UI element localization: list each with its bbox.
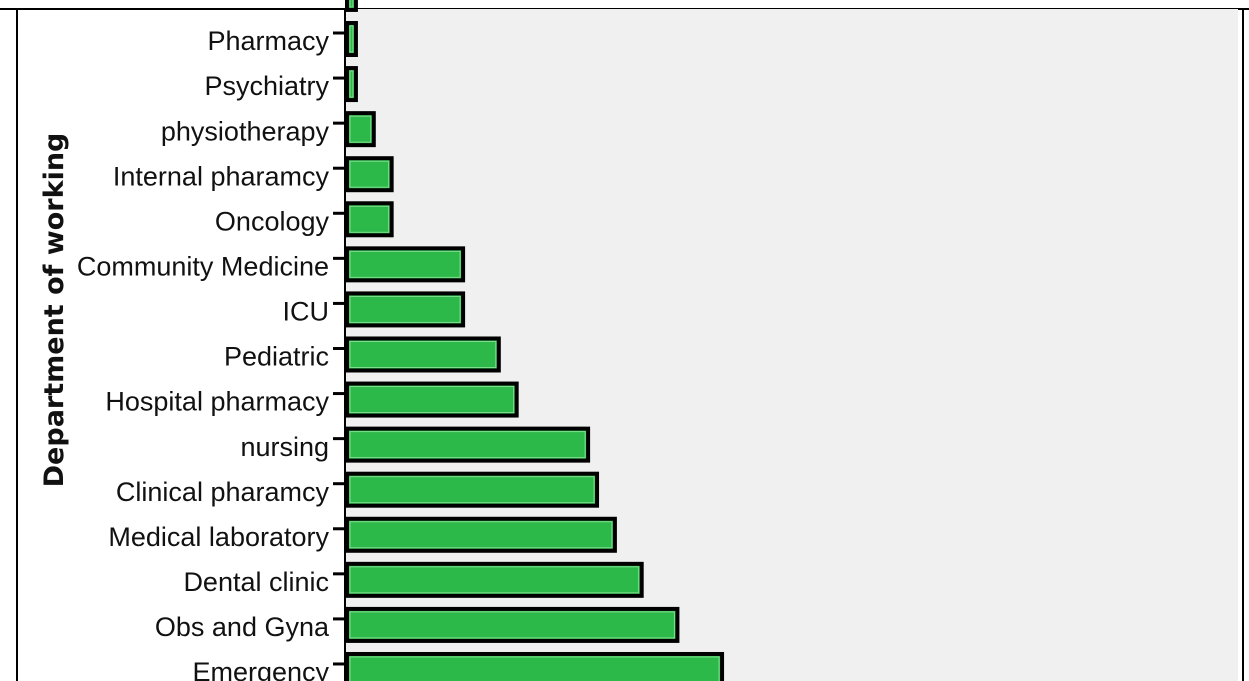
category-label-psychiatry: Psychiatry <box>204 71 329 101</box>
bar-icu-fill <box>345 291 466 328</box>
bar-pharmacy <box>345 21 358 57</box>
bar-dental-clinic-highlight <box>349 566 640 594</box>
bar-obs-and-gyna-fill <box>345 606 680 643</box>
bar-pharmacy-fill <box>345 21 358 57</box>
bar-internal-pharamcy-fill <box>345 156 394 193</box>
bar-pediatric-fill <box>345 336 501 373</box>
bar-emergency-highlight <box>349 656 720 681</box>
bar-internal-pharamcy <box>345 156 394 193</box>
bar-psychiatry-highlight <box>349 70 354 98</box>
bar-medical-laboratory-highlight <box>349 521 613 549</box>
bar-dental-clinic-fill <box>345 561 644 598</box>
category-label-internal-pharamcy: Internal pharamcy <box>113 161 330 191</box>
bar-community-medicine-highlight <box>349 250 461 278</box>
y-axis-title: Department of working <box>39 133 70 488</box>
bar-obs-and-gyna <box>345 606 680 643</box>
bar-icu-highlight <box>349 295 461 323</box>
bar-dental-clinic <box>345 561 644 598</box>
category-label-physiotherapy: physiotherapy <box>161 116 330 146</box>
bar-internal-pharamcy-highlight <box>349 160 390 188</box>
bar-emergency-fill <box>345 651 725 681</box>
bar-clinical-pharamcy-highlight <box>349 476 595 504</box>
category-label-oncology: Oncology <box>215 206 330 236</box>
bar-community-medicine <box>345 246 466 283</box>
bar-community-medicine-fill <box>345 246 466 283</box>
category-labels: Pharmacy Psychiatry physiotherapy Internal … <box>77 26 330 681</box>
bar-oncology-highlight <box>349 205 390 233</box>
bar-partial-top <box>345 0 358 12</box>
bar-physiotherapy-highlight <box>349 115 372 143</box>
category-label-pediatric: Pediatric <box>224 342 329 372</box>
bar-nursing-highlight <box>349 431 586 459</box>
category-label-hospital-pharmacy: Hospital pharmacy <box>105 387 329 417</box>
bar-icu <box>345 291 466 328</box>
bar-oncology-fill <box>345 201 394 238</box>
category-label-community-medicine: Community Medicine <box>77 251 329 281</box>
bar-nursing-fill <box>345 426 591 463</box>
bar-partial-top-highlight <box>349 0 354 8</box>
bar-nursing <box>345 426 591 463</box>
category-label-icu: ICU <box>283 297 330 327</box>
bar-psychiatry <box>345 66 358 103</box>
bar-obs-and-gyna-highlight <box>349 611 675 639</box>
category-label-obs-and-gyna: Obs and Gyna <box>155 612 330 642</box>
bars-layer <box>345 0 725 681</box>
category-label-dental-clinic: Dental clinic <box>183 567 329 597</box>
bar-emergency <box>345 651 725 681</box>
bar-physiotherapy-fill <box>345 111 376 148</box>
category-label-clinical-pharamcy: Clinical pharamcy <box>116 477 330 507</box>
bar-psychiatry-fill <box>345 66 358 103</box>
category-label-pharmacy: Pharmacy <box>207 26 329 56</box>
bar-physiotherapy <box>345 111 376 148</box>
bar-partial-top-fill <box>345 0 358 12</box>
category-label-medical-laboratory: Medical laboratory <box>108 522 329 552</box>
category-label-nursing: nursing <box>240 432 329 462</box>
bar-oncology <box>345 201 394 238</box>
bar-clinical-pharamcy <box>345 471 600 508</box>
bar-hospital-pharmacy-highlight <box>349 386 515 414</box>
bar-hospital-pharmacy-fill <box>345 381 519 418</box>
bar-pediatric <box>345 336 501 373</box>
bar-pharmacy-highlight <box>349 25 354 53</box>
category-label-emergency: Emergency <box>192 657 329 681</box>
bar-clinical-pharamcy-fill <box>345 471 600 508</box>
bar-medical-laboratory <box>345 516 617 553</box>
bar-hospital-pharmacy <box>345 381 519 418</box>
bar-medical-laboratory-fill <box>345 516 617 553</box>
bar-pediatric-highlight <box>349 340 497 368</box>
